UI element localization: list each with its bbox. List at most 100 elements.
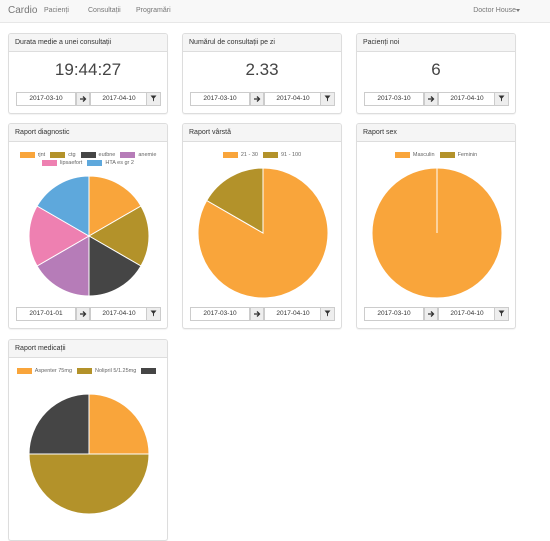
filter-button[interactable] — [494, 307, 509, 321]
pie-slice — [28, 393, 90, 455]
stat-value: 2.33 — [245, 60, 279, 79]
date-input[interactable]: 2017-04-10 — [90, 307, 148, 321]
pie-slice — [88, 235, 142, 297]
legend-label: Masculin — [412, 152, 435, 158]
filter-icon — [498, 95, 505, 102]
legend-swatch — [87, 160, 103, 166]
date-input[interactable]: 2017-03-10 — [16, 92, 76, 106]
panel-title: Raport medicații — [9, 340, 167, 358]
legend-label: eutbne — [98, 152, 116, 158]
panel: Raport diagnostic rjnt ctg eutbne anemie lips… — [8, 123, 168, 329]
date-input[interactable]: 2017-03-10 — [364, 92, 424, 106]
date-input[interactable]: 2017-04-10 — [90, 92, 148, 106]
filter-icon — [150, 310, 157, 317]
stat-value: 19:44:27 — [54, 60, 122, 79]
legend-swatch — [42, 160, 58, 166]
arrow-icon — [254, 96, 261, 102]
legend-item: HTA es gr 2 — [87, 160, 134, 166]
date-input[interactable]: 2017-04-10 — [438, 307, 496, 321]
arrow-icon — [80, 96, 87, 102]
legend-item: eutbne — [80, 152, 116, 158]
page: Cardio Pacienți Consultații Programări D… — [0, 5, 550, 541]
panel-title: Durata medie a unei consultații — [9, 34, 167, 52]
legend-item: lipsaefort — [42, 160, 82, 166]
legend-swatch — [16, 368, 32, 374]
user-menu[interactable]: Doctor House — [473, 7, 516, 14]
filter-icon — [150, 95, 157, 102]
legend-label: anemie — [138, 152, 157, 158]
nav-link[interactable]: Consultații — [88, 7, 121, 14]
nav-link[interactable]: Pacienți — [44, 7, 69, 14]
filter-button[interactable] — [494, 92, 509, 106]
legend-swatch — [394, 152, 410, 158]
date-input[interactable]: 2017-04-10 — [264, 307, 322, 321]
date-range: 2017-03-10 2017-04-10 — [16, 92, 161, 106]
date-input[interactable]: 2017-04-10 — [264, 92, 322, 106]
pie-chart — [28, 393, 150, 515]
brand[interactable]: Cardio — [8, 5, 38, 16]
filter-icon — [324, 310, 331, 317]
date-range: 2017-03-10 2017-04-10 — [190, 92, 335, 106]
legend-label: 21 - 30 — [240, 152, 258, 158]
legend-item — [141, 368, 159, 374]
legend-label: Aspenter 75mg — [34, 368, 73, 374]
legend-label: HTA es gr 2 — [105, 160, 134, 166]
nav-link[interactable]: Programări — [136, 7, 171, 14]
legend-swatch — [222, 152, 238, 158]
date-range: 2017-03-10 2017-04-10 — [364, 307, 509, 321]
stat-value: 6 — [431, 60, 441, 79]
apply-button[interactable] — [76, 307, 90, 321]
filter-icon — [498, 310, 505, 317]
legend-item: anemie — [120, 152, 156, 158]
date-input[interactable]: 2017-04-10 — [438, 92, 496, 106]
arrow-icon — [428, 311, 435, 317]
legend-label: Nolipril 5/1.25mg — [95, 368, 137, 374]
legend-item: ctg — [50, 152, 76, 158]
legend-swatch — [439, 152, 455, 158]
pie-slice — [87, 205, 150, 267]
panel-title: Numărul de consultații pe zi — [183, 34, 341, 52]
legend-item: Aspenter 75mg — [16, 368, 73, 374]
legend-item: 21 - 30 — [222, 152, 258, 158]
legend-swatch — [77, 368, 93, 374]
panel: Numărul de consultații pe zi 2.33 2017-03-… — [182, 33, 342, 114]
legend-label: Feminin — [457, 152, 478, 158]
pie-chart — [371, 167, 503, 299]
panel-title: Raport diagnostic — [9, 124, 167, 142]
legend: 21 - 30 91 - 100 — [189, 152, 335, 158]
date-range: 2017-03-10 2017-04-10 — [190, 307, 335, 321]
legend-item: Feminin — [439, 152, 478, 158]
filter-button[interactable] — [320, 307, 335, 321]
date-input[interactable]: 2017-03-10 — [364, 307, 424, 321]
legend-swatch — [141, 368, 157, 374]
apply-button[interactable] — [250, 92, 264, 106]
apply-button[interactable] — [76, 92, 90, 106]
legend: Aspenter 75mg Nolipril 5/1.25mg — [15, 368, 161, 374]
panel: Durata medie a unei consultații 19:44:27 2… — [8, 33, 168, 114]
apply-button[interactable] — [424, 307, 438, 321]
pie-slice — [36, 175, 90, 237]
legend: rjnt ctg eutbne anemie lipsaefort HTA es gr 2 — [15, 152, 161, 166]
legend-label: rjnt — [37, 152, 46, 158]
panel-title: Raport vârstă — [183, 124, 341, 142]
date-input[interactable]: 2017-01-01 — [16, 307, 76, 321]
apply-button[interactable] — [424, 92, 438, 106]
panel: Raport medicații Aspenter 75mg Nolipril 5/… — [8, 339, 168, 541]
panel-title: Pacienți noi — [357, 34, 515, 52]
date-input[interactable]: 2017-03-10 — [190, 307, 250, 321]
arrow-icon — [80, 311, 87, 317]
legend-label: 91 - 100 — [280, 152, 302, 158]
pie-slice — [206, 167, 264, 234]
filter-button[interactable] — [320, 92, 335, 106]
pie-slice — [88, 393, 150, 455]
date-input[interactable]: 2017-03-10 — [190, 92, 250, 106]
pie-slice — [197, 167, 329, 299]
arrow-icon — [254, 311, 261, 317]
filter-icon — [324, 95, 331, 102]
apply-button[interactable] — [250, 307, 264, 321]
panel-title: Raport sex — [357, 124, 515, 142]
pie-chart — [197, 167, 329, 299]
filter-button[interactable] — [146, 92, 161, 106]
filter-button[interactable] — [146, 307, 161, 321]
panel: Pacienți noi 6 2017-03-10 2017-04-10 — [356, 33, 516, 114]
